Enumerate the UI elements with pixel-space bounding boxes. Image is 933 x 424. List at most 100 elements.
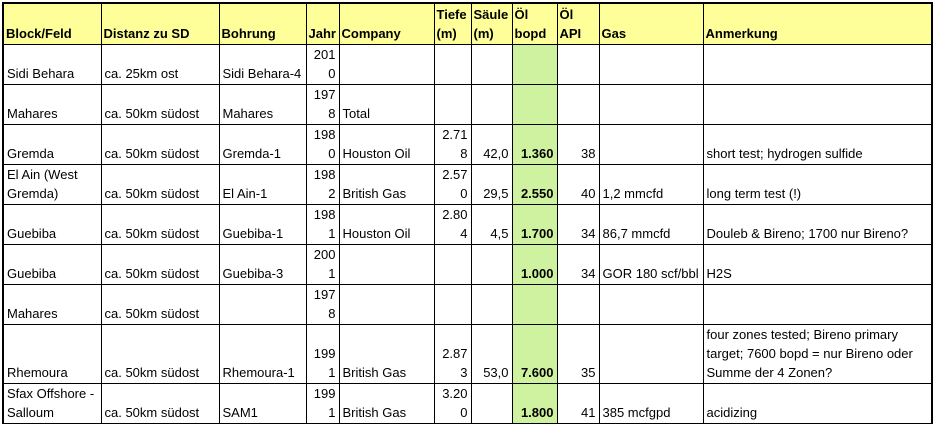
cell-anmerkung[interactable]: Douleb & Bireno; 1700 nur Bireno? — [702, 204, 933, 245]
cell-gas[interactable]: 86,7 mmcfd — [598, 204, 704, 245]
cell-jahr[interactable]: 1982 — [305, 164, 340, 205]
cell-gas[interactable]: 1,2 mmcfd — [598, 164, 704, 205]
cell-anmerkung[interactable]: long term test (!) — [702, 164, 933, 205]
cell-jahr[interactable]: 1978 — [305, 84, 340, 125]
cell-bopd[interactable] — [511, 284, 558, 325]
cell-bopd[interactable]: 1.360 — [511, 124, 558, 165]
cell-company[interactable] — [338, 244, 435, 285]
cell-api[interactable]: 38 — [556, 124, 600, 165]
cell-distanz[interactable]: ca. 50km südost — [100, 204, 220, 245]
cell-saeule[interactable] — [470, 44, 513, 85]
cell-company[interactable]: British Gas — [338, 383, 435, 424]
column-header-jahr[interactable]: Jahr — [305, 2, 340, 45]
cell-company[interactable]: Houston Oil — [338, 204, 435, 245]
cell-saeule[interactable]: 42,0 — [470, 124, 513, 165]
cell-saeule[interactable]: 29,5 — [470, 164, 513, 205]
column-header-tiefe[interactable]: Tiefe (m) — [433, 2, 472, 45]
cell-tiefe[interactable]: 2.570 — [433, 164, 472, 205]
cell-block[interactable]: Sfax Offshore - Salloum — [2, 383, 102, 424]
cell-api[interactable] — [556, 44, 600, 85]
cell-anmerkung[interactable]: acidizing — [702, 383, 933, 424]
cell-block[interactable]: Gremda — [2, 124, 102, 165]
cell-tiefe[interactable] — [433, 284, 472, 325]
cell-distanz[interactable]: ca. 50km südost — [100, 383, 220, 424]
cell-gas[interactable] — [598, 44, 704, 85]
column-header-saeule[interactable]: Säule (m) — [470, 2, 513, 45]
cell-tiefe[interactable]: 2.804 — [433, 204, 472, 245]
cell-api[interactable]: 40 — [556, 164, 600, 205]
cell-bopd[interactable]: 2.550 — [511, 164, 558, 205]
column-header-block[interactable]: Block/Feld — [2, 2, 102, 45]
cell-bohrung[interactable]: Rhemoura-1 — [218, 324, 307, 384]
cell-tiefe[interactable]: 2.873 — [433, 324, 472, 384]
cell-jahr[interactable]: 1978 — [305, 284, 340, 325]
cell-bopd[interactable]: 7.600 — [511, 324, 558, 384]
cell-bohrung[interactable] — [218, 284, 307, 325]
cell-bohrung[interactable]: Mahares — [218, 84, 307, 125]
cell-company[interactable] — [338, 284, 435, 325]
cell-saeule[interactable] — [470, 244, 513, 285]
cell-anmerkung[interactable]: short test; hydrogen sulfide — [702, 124, 933, 165]
column-header-bopd[interactable]: Öl bopd — [511, 2, 558, 45]
cell-bohrung[interactable]: Guebiba-3 — [218, 244, 307, 285]
cell-gas[interactable]: GOR 180 scf/bbl — [598, 244, 704, 285]
cell-jahr[interactable]: 1981 — [305, 204, 340, 245]
cell-anmerkung[interactable] — [702, 284, 933, 325]
cell-block[interactable]: Sidi Behara — [2, 44, 102, 85]
column-header-api[interactable]: Öl API — [556, 2, 600, 45]
cell-api[interactable] — [556, 84, 600, 125]
cell-bopd[interactable]: 1.000 — [511, 244, 558, 285]
cell-bopd[interactable] — [511, 44, 558, 85]
cell-block[interactable]: Rhemoura — [2, 324, 102, 384]
cell-saeule[interactable] — [470, 84, 513, 125]
cell-saeule[interactable]: 53,0 — [470, 324, 513, 384]
cell-api[interactable]: 34 — [556, 244, 600, 285]
cell-saeule[interactable] — [470, 284, 513, 325]
cell-company[interactable]: British Gas — [338, 164, 435, 205]
cell-api[interactable]: 34 — [556, 204, 600, 245]
cell-bopd[interactable]: 1.800 — [511, 383, 558, 424]
cell-jahr[interactable]: 1991 — [305, 383, 340, 424]
cell-distanz[interactable]: ca. 50km südost — [100, 124, 220, 165]
cell-tiefe[interactable] — [433, 44, 472, 85]
cell-jahr[interactable]: 1980 — [305, 124, 340, 165]
cell-distanz[interactable]: ca. 25km ost — [100, 44, 220, 85]
cell-anmerkung[interactable] — [702, 44, 933, 85]
cell-block[interactable]: Guebiba — [2, 204, 102, 245]
cell-saeule[interactable] — [470, 383, 513, 424]
cell-block[interactable]: El Ain (West Gremda) — [2, 164, 102, 205]
cell-company[interactable]: British Gas — [338, 324, 435, 384]
cell-saeule[interactable]: 4,5 — [470, 204, 513, 245]
cell-tiefe[interactable] — [433, 244, 472, 285]
cell-api[interactable] — [556, 284, 600, 325]
cell-anmerkung[interactable] — [702, 84, 933, 125]
cell-bohrung[interactable]: Gremda-1 — [218, 124, 307, 165]
cell-distanz[interactable]: ca. 50km südost — [100, 324, 220, 384]
cell-anmerkung[interactable]: four zones tested; Bireno primary target… — [702, 324, 933, 384]
column-header-bohrung[interactable]: Bohrung — [218, 2, 307, 45]
column-header-anmerkung[interactable]: Anmerkung — [702, 2, 933, 45]
cell-company[interactable]: Houston Oil — [338, 124, 435, 165]
column-header-company[interactable]: Company — [338, 2, 435, 45]
cell-bohrung[interactable]: El Ain-1 — [218, 164, 307, 205]
cell-bopd[interactable]: 1.700 — [511, 204, 558, 245]
cell-jahr[interactable]: 2010 — [305, 44, 340, 85]
cell-tiefe[interactable] — [433, 84, 472, 125]
cell-block[interactable]: Mahares — [2, 84, 102, 125]
cell-gas[interactable] — [598, 324, 704, 384]
cell-distanz[interactable]: ca. 50km südost — [100, 244, 220, 285]
cell-company[interactable]: Total — [338, 84, 435, 125]
cell-gas[interactable] — [598, 84, 704, 125]
cell-gas[interactable]: 385 mcfgpd — [598, 383, 704, 424]
cell-block[interactable]: Mahares — [2, 284, 102, 325]
cell-bohrung[interactable]: Sidi Behara-4 — [218, 44, 307, 85]
column-header-distanz[interactable]: Distanz zu SD — [100, 2, 220, 45]
cell-api[interactable]: 35 — [556, 324, 600, 384]
cell-anmerkung[interactable]: H2S — [702, 244, 933, 285]
column-header-gas[interactable]: Gas — [598, 2, 704, 45]
cell-bohrung[interactable]: Guebiba-1 — [218, 204, 307, 245]
cell-jahr[interactable]: 2001 — [305, 244, 340, 285]
cell-tiefe[interactable]: 2.718 — [433, 124, 472, 165]
cell-distanz[interactable]: ca. 50km südost — [100, 84, 220, 125]
cell-company[interactable] — [338, 44, 435, 85]
